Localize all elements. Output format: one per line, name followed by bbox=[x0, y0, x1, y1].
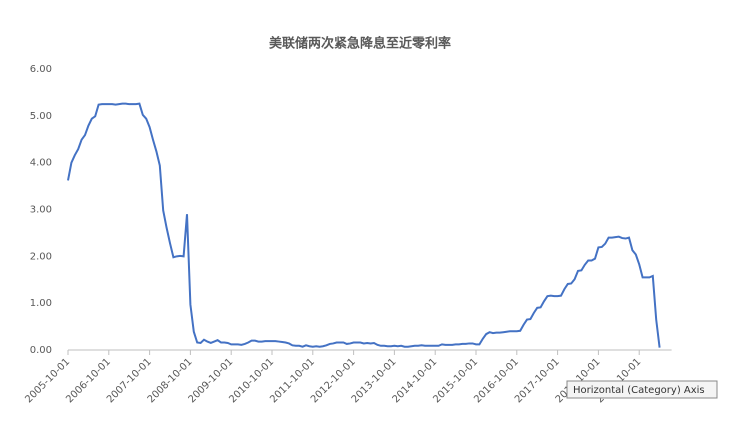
y-tick-label: 3.00 bbox=[30, 205, 52, 216]
tooltip-box bbox=[566, 380, 718, 399]
chart-title: 美联储两次紧急降息至近零利率 bbox=[269, 36, 451, 52]
y-tick-label: 0.00 bbox=[30, 345, 52, 356]
tooltip: Horizontal (Category) Axis bbox=[573, 385, 705, 396]
y-tick-label: 4.00 bbox=[30, 158, 52, 169]
line-series bbox=[67, 102, 661, 348]
y-tick-label: 1.00 bbox=[30, 298, 52, 309]
y-tick-label: 6.00 bbox=[30, 64, 52, 75]
y-tick-label: 5.00 bbox=[30, 111, 52, 122]
y-tick-label: 2.00 bbox=[30, 251, 52, 262]
